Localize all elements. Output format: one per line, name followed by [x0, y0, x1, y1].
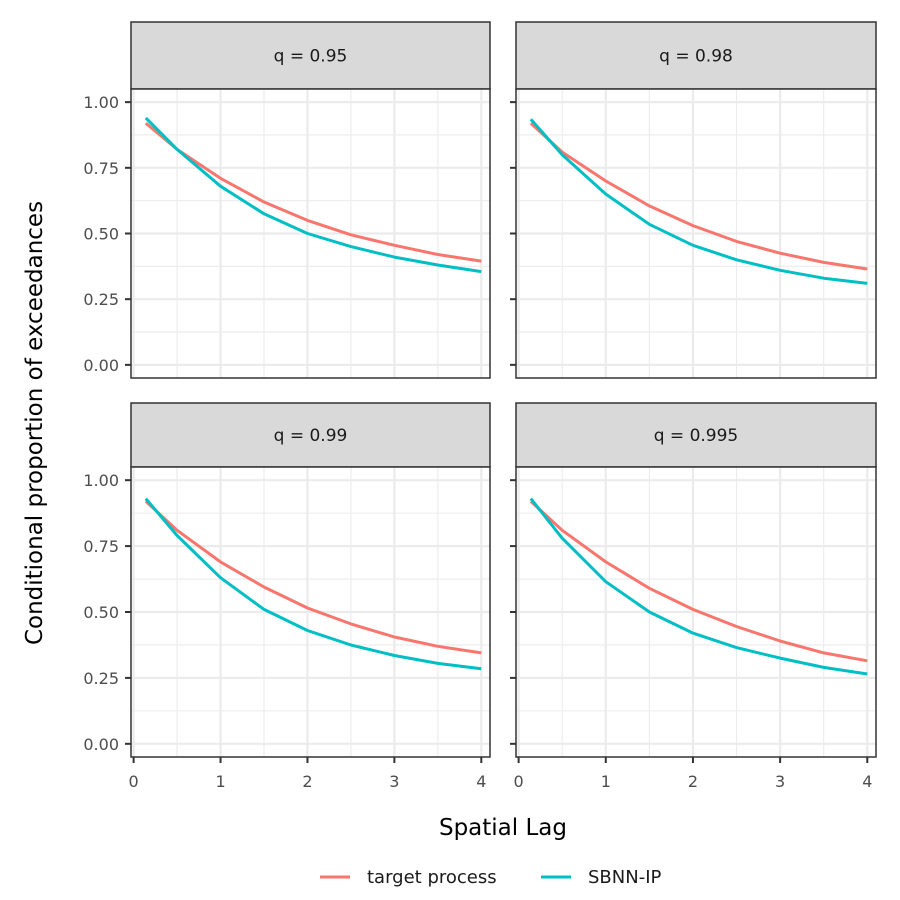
facet-panel: q = 0.99 0.00 0.25 0.50 0.75 1.00 0 1 2 3 4 [83, 402, 491, 791]
x-axis-title: Spatial Lag [439, 815, 567, 841]
x-tick-label: 1 [601, 772, 611, 791]
facet-strip-label: q = 0.99 [274, 426, 348, 446]
series-line-sbnn-ip [144, 116, 482, 274]
series-line-sbnn-ip [144, 497, 482, 671]
y-tick-label: 0.00 [83, 356, 119, 375]
legend-item: SBNN-IP [541, 867, 662, 888]
y-tick-label: 0.75 [83, 537, 119, 556]
x-tick-label: 1 [215, 772, 225, 791]
y-tick-label: 1.00 [83, 471, 119, 490]
x-tick-label: 2 [302, 772, 312, 791]
facet-strip [130, 402, 491, 468]
x-tick-label: 4 [476, 772, 486, 791]
y-tick-label: 0.00 [83, 735, 119, 754]
legend-item: target process [320, 867, 497, 888]
series-line-target-process [144, 122, 482, 263]
facet-strip [130, 21, 491, 90]
legend: target process SBNN-IP [320, 867, 662, 888]
facet-strip-label: q = 0.98 [659, 47, 733, 67]
series-line-sbnn-ip [529, 118, 868, 285]
x-tick-label: 2 [688, 772, 698, 791]
series-line-target-process [529, 122, 868, 271]
legend-label: SBNN-IP [588, 867, 662, 888]
x-tick-label: 4 [862, 772, 872, 791]
y-tick-label: 1.00 [83, 93, 119, 112]
x-tick-label: 3 [389, 772, 399, 791]
y-tick-label: 0.25 [83, 290, 119, 309]
facet-panel: q = 0.98 [510, 21, 877, 379]
facet-strip [515, 402, 877, 468]
series-line-target-process [529, 500, 868, 663]
facet-panels: q = 0.95 0.00 0.25 0.50 0.75 1.00 q = 0.98 q = … [83, 21, 877, 791]
y-tick-label: 0.50 [83, 225, 119, 244]
facet-panel: q = 0.995 0 1 2 3 4 [510, 402, 877, 791]
series-line-target-process [144, 500, 482, 655]
y-tick-label: 0.75 [83, 159, 119, 178]
facet-strip-label: q = 0.95 [274, 47, 348, 67]
series-line-sbnn-ip [529, 497, 868, 676]
y-tick-label: 0.25 [83, 669, 119, 688]
facet-strip-label: q = 0.995 [654, 426, 739, 446]
legend-label: target process [367, 867, 497, 888]
x-tick-label: 0 [514, 772, 524, 791]
x-tick-label: 0 [129, 772, 139, 791]
y-tick-label: 0.50 [83, 603, 119, 622]
y-axis-title: Conditional proportion of exceedances [22, 201, 48, 645]
facet-panel: q = 0.95 0.00 0.25 0.50 0.75 1.00 [83, 21, 491, 379]
x-tick-label: 3 [775, 772, 785, 791]
